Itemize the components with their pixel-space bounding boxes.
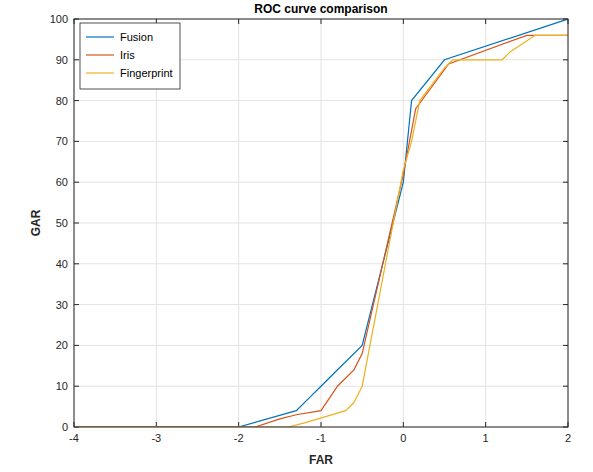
tick-label: 1 <box>483 432 489 444</box>
tick <box>74 345 79 346</box>
grid-line <box>74 141 568 142</box>
tick <box>563 182 568 183</box>
tick-label: 50 <box>56 217 68 229</box>
tick <box>156 422 157 427</box>
tick-label: -2 <box>234 432 244 444</box>
tick <box>563 345 568 346</box>
tick <box>74 141 79 142</box>
axes-frame <box>74 19 568 427</box>
tick <box>74 304 79 305</box>
grid-line <box>74 182 568 183</box>
tick-label: 80 <box>56 95 68 107</box>
plot-area <box>74 19 568 427</box>
series-group <box>74 19 568 427</box>
tick <box>74 182 79 183</box>
tick <box>238 19 239 24</box>
tick-label: -3 <box>151 432 161 444</box>
tick <box>403 422 404 427</box>
legend-label: Iris <box>120 49 135 61</box>
tick <box>563 386 568 387</box>
tick <box>563 263 568 264</box>
tick-label: 2 <box>565 432 571 444</box>
tick <box>563 100 568 101</box>
y-axis-label: GAR <box>29 209 43 236</box>
legend: Fusion Iris Fingerprint <box>80 23 180 89</box>
grid-line <box>74 263 568 264</box>
legend-key <box>86 36 114 37</box>
tick <box>74 59 79 60</box>
tick <box>74 263 79 264</box>
tick <box>74 223 79 224</box>
tick <box>563 59 568 60</box>
legend-label: Fingerprint <box>120 67 173 79</box>
tick <box>563 304 568 305</box>
legend-key <box>86 54 114 55</box>
tick-label: 70 <box>56 135 68 147</box>
series-line <box>74 19 568 427</box>
tick <box>321 19 322 24</box>
chart: -4-3-2-10120102030405060708090100ROC cur… <box>0 0 593 472</box>
tick-label: 40 <box>56 258 68 270</box>
title: ROC curve comparison <box>254 2 387 16</box>
tick <box>321 422 322 427</box>
tick <box>563 141 568 142</box>
tick-label: 60 <box>56 176 68 188</box>
tick <box>74 386 79 387</box>
grid-line <box>74 304 568 305</box>
legend-label: Fusion <box>120 31 153 43</box>
grid-line <box>74 223 568 224</box>
tick <box>238 422 239 427</box>
tick <box>74 100 79 101</box>
tick-label: -1 <box>316 432 326 444</box>
tick-label: -4 <box>69 432 79 444</box>
tick <box>485 422 486 427</box>
tick-label: 10 <box>56 380 68 392</box>
tick-label: 20 <box>56 339 68 351</box>
tick <box>485 19 486 24</box>
tick-label: 0 <box>400 432 406 444</box>
tick-label: 0 <box>62 421 68 433</box>
x-axis-label: FAR <box>309 453 333 467</box>
series-line <box>74 35 568 427</box>
tick-label: 90 <box>56 54 68 66</box>
tick <box>563 223 568 224</box>
grid-line <box>74 100 568 101</box>
legend-key <box>86 72 114 73</box>
grid-line <box>74 345 568 346</box>
series-line <box>74 35 568 427</box>
tick <box>403 19 404 24</box>
tick-label: 30 <box>56 299 68 311</box>
legend-box <box>80 23 180 89</box>
tick-label: 100 <box>50 13 68 25</box>
